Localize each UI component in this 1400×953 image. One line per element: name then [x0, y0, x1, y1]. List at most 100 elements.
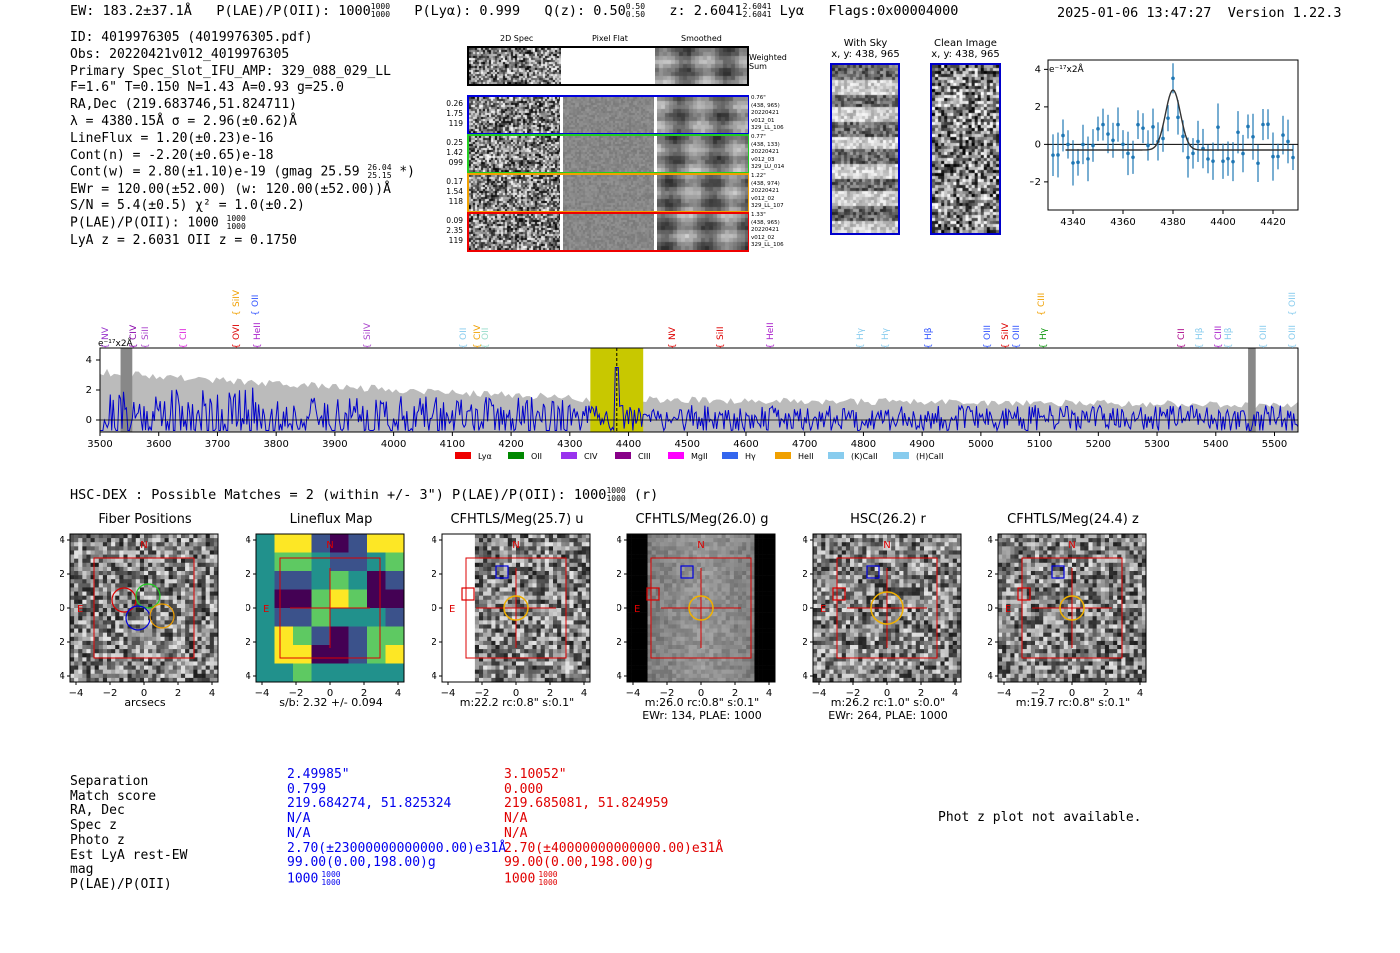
cutout-caption: m:26.2 rc:1.0" s:0.0" — [830, 696, 946, 709]
zoom-data-point — [1111, 138, 1115, 143]
timestamp: 2025-01-06 13:47:27 — [1057, 5, 1212, 21]
full-x-tick: 4200 — [498, 439, 523, 450]
spec2d-row — [467, 95, 749, 135]
cutout-image: N E 4 2 0 −2 −4 −4 −2 0 2 4 — [617, 533, 776, 699]
clean-image — [930, 63, 1001, 235]
emission-line-label: OIII — [1288, 325, 1298, 340]
zoom-data-point — [1211, 159, 1215, 163]
zoom-data-point — [1186, 155, 1190, 160]
cutout-x-tick: 2 — [1103, 688, 1109, 699]
search-box — [836, 557, 938, 659]
clean-image-coords: x, y: 438, 965 — [931, 49, 1000, 60]
zoom-y-tick: 2 — [1035, 102, 1041, 113]
svg-text:{: { — [1288, 310, 1298, 316]
zoom-data-point — [1146, 143, 1150, 148]
full-x-tick: 5300 — [1144, 439, 1169, 450]
spec2d-row-right-info: 1.33" (438, 965) 20220421 v012_02 329_LL_106 — [751, 212, 784, 249]
match-field-label: mag — [70, 862, 94, 878]
cutout-y-tick: 0 — [803, 603, 808, 614]
cutout-y-tick: −4 — [617, 671, 622, 682]
header-summary: EW: 183.2±37.1Å P(LAE)/P(OII): 1000 1000 1… — [70, 2, 959, 20]
cutout-x-tick: 0 — [1069, 688, 1075, 699]
svg-text:{: { — [1039, 343, 1049, 349]
legend-swatch — [561, 452, 577, 459]
aperture-circle — [1059, 595, 1085, 621]
match-field-label: Photo z — [70, 832, 125, 848]
cutout-x-tick: 2 — [918, 688, 924, 699]
legend-swatch — [828, 452, 844, 459]
zoom-data-point — [1131, 155, 1135, 160]
zoom-data-point — [1101, 122, 1105, 127]
cutout-x-tick: 4 — [581, 688, 587, 699]
cutout-y-tick: 4 — [803, 535, 808, 546]
svg-text:{: { — [251, 310, 261, 316]
cutout-panel: CFHTLS/Meg(26.0) g N E 4 2 0 −2 −4 −4 −2 0 2 4 m:26.0… — [617, 512, 787, 727]
legend-label: HeII — [798, 452, 814, 461]
header-right: 2025-01-06 13:47:27 Version 1.22.3 — [1057, 5, 1342, 21]
svg-text:{: { — [1259, 343, 1269, 349]
svg-text:{: { — [1288, 343, 1298, 349]
match-box-red — [832, 587, 846, 601]
match-red-value: 219.685081, 51.824959 — [504, 796, 669, 812]
emission-line-label: CII — [179, 328, 189, 340]
with-sky-header: With Sky x, y: 438, 965 — [828, 38, 903, 60]
info-lyaz: LyA z = 2.6031 OII z = 0.1750 — [70, 232, 297, 248]
cutout-x-tick: −4 — [812, 688, 827, 699]
north-label: N — [140, 540, 147, 551]
emission-line-label: CII — [1177, 328, 1187, 340]
cutout-y-tick: 4 — [432, 535, 437, 546]
cutout-x-tick: 0 — [141, 688, 147, 699]
masked-region — [1248, 348, 1256, 432]
zoom-data-point — [1086, 157, 1090, 161]
full-x-tick: 3500 — [87, 439, 112, 450]
full-x-tick: 3700 — [205, 439, 230, 450]
full-y-tick: 4 — [86, 355, 92, 366]
zoom-x-tick: 4400 — [1210, 217, 1235, 228]
cutout-title: CFHTLS/Meg(25.7) u — [450, 512, 584, 527]
cutout-x-tick: 4 — [1137, 688, 1143, 699]
cutout-y-tick: −2 — [803, 637, 808, 648]
cutout-x-tick: 2 — [547, 688, 553, 699]
emission-line-label: HeII — [253, 322, 263, 340]
zoom-data-point — [1171, 76, 1175, 81]
emission-line-label: OII — [251, 295, 261, 307]
emission-line-label: OVI — [232, 324, 242, 340]
header-z: z: 2.6041 — [669, 3, 743, 19]
spec2d-row-left-stats: 0.17 1.54 118 — [446, 177, 463, 206]
full-x-tick: 4700 — [792, 439, 817, 450]
cutout-x-tick: 4 — [952, 688, 958, 699]
aperture-circle — [870, 591, 904, 625]
zoom-data-point — [1076, 160, 1080, 165]
spec2d-row-right-info: 1.22" (438, 974) 20220421 v012_02 329_LL_107 — [751, 173, 784, 210]
match-box-blue — [1051, 565, 1065, 579]
cutout-y-tick: 2 — [60, 569, 65, 580]
cutout-x-tick: −4 — [69, 688, 84, 699]
svg-text:{: { — [924, 343, 934, 349]
cutout-panel: Fiber Positions N E 4 2 0 −2 −4 −4 −2 0 2 4 arcsecs — [60, 512, 230, 727]
full-x-tick: 4000 — [381, 439, 406, 450]
spec2d-row-right-info: 0.76" (438, 965) 20220421 v012_01 329_LL_106 — [751, 95, 784, 132]
match-box-blue — [866, 565, 880, 579]
cutout-x-tick: −4 — [255, 688, 270, 699]
match-red-value: 0.000 — [504, 781, 544, 797]
info-lineflux: LineFlux = 1.20(±0.23)e-16 — [70, 130, 274, 146]
search-box — [650, 557, 752, 659]
north-label: N — [697, 540, 704, 551]
cutout-x-tick: −4 — [441, 688, 456, 699]
emission-line-label: CIII — [1037, 293, 1047, 307]
match-box-red — [646, 587, 660, 601]
zoom-data-point — [1241, 151, 1245, 156]
info-primary: Primary Spec_Slot_IFU_AMP: 329_088_029_L… — [70, 63, 391, 79]
svg-text:{: { — [1214, 343, 1224, 349]
cutout-y-tick: 4 — [60, 535, 65, 546]
svg-text:{: { — [1001, 343, 1011, 349]
cutout-x-tick: −4 — [626, 688, 641, 699]
cutout-title: CFHTLS/Meg(24.4) z — [1007, 512, 1139, 527]
match-blue-value: 99.00(0.00,198.00)g — [287, 855, 436, 871]
aperture-circle — [503, 595, 529, 621]
match-blue-value: N/A — [287, 825, 311, 841]
legend-label: Hγ — [745, 452, 756, 461]
full-spectrum-plot: e⁻¹⁷x2Å 3500 3600 3700 3800 3900 4000 4100 4200 4… — [86, 289, 1299, 461]
cutout-x-tick: 0 — [327, 688, 333, 699]
zoom-data-point — [1051, 153, 1055, 157]
